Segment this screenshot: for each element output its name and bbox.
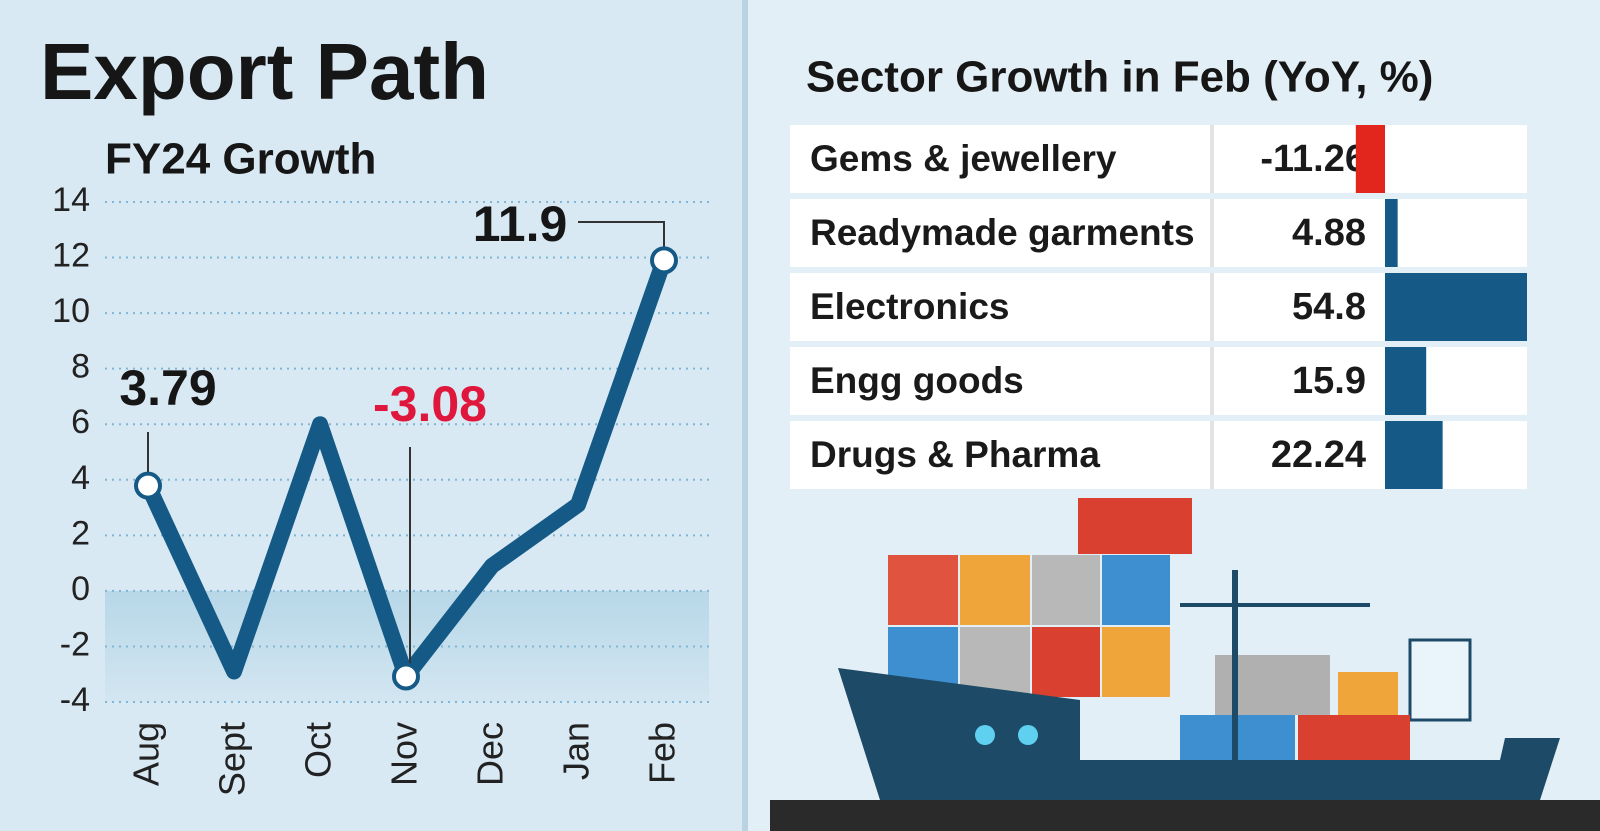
x-tick-label: Sept xyxy=(212,722,253,796)
y-tick-label: 10 xyxy=(52,292,90,330)
x-tick-label: Feb xyxy=(642,722,683,784)
row-value: 4.88 xyxy=(1292,212,1366,254)
y-tick-label: 4 xyxy=(71,459,90,497)
chart-title: Export Path xyxy=(40,27,489,116)
column-divider xyxy=(1210,199,1214,267)
column-divider xyxy=(1210,421,1214,489)
row-value: 15.9 xyxy=(1292,360,1366,402)
ship-illustration xyxy=(770,498,1600,831)
column-divider xyxy=(1210,347,1214,415)
y-tick-label: 14 xyxy=(52,181,90,219)
y-tick-label: 2 xyxy=(71,514,90,552)
point xyxy=(134,471,162,500)
x-tick-label: Nov xyxy=(384,722,425,786)
row-label: Readymade garments xyxy=(810,212,1195,253)
left-panel xyxy=(0,0,742,831)
y-tick-label: 8 xyxy=(71,348,90,386)
y-tick-label: -2 xyxy=(60,625,90,663)
row-label: Engg goods xyxy=(810,360,1024,401)
divider xyxy=(742,0,748,831)
x-tick-label: Jan xyxy=(556,722,597,780)
data-label: 3.79 xyxy=(119,360,216,416)
row-label: Electronics xyxy=(810,286,1009,327)
chart-subtitle: FY24 Growth xyxy=(105,135,376,184)
bar xyxy=(1385,347,1427,415)
row-value: 22.24 xyxy=(1271,434,1366,476)
column-divider xyxy=(1210,125,1214,193)
leader-line xyxy=(578,221,665,249)
table-title: Sector Growth in Feb (YoY, %) xyxy=(806,53,1433,102)
row-value: 54.8 xyxy=(1292,286,1366,328)
y-tick-label: 12 xyxy=(52,237,90,275)
bar xyxy=(1385,421,1443,489)
data-label: 11.9 xyxy=(473,196,568,252)
column-divider xyxy=(1210,273,1214,341)
bar xyxy=(1355,125,1385,193)
point xyxy=(650,246,678,275)
row-bg xyxy=(790,199,1527,267)
row-label: Drugs & Pharma xyxy=(810,434,1100,475)
row-value: -11.26 xyxy=(1260,138,1366,180)
bar xyxy=(1385,273,1527,341)
data-label: -3.08 xyxy=(373,376,487,432)
y-tick-label: -4 xyxy=(60,681,90,719)
y-tick-label: 6 xyxy=(71,403,90,441)
x-tick-label: Oct xyxy=(298,722,339,778)
row-bg xyxy=(790,125,1527,193)
bar xyxy=(1385,199,1398,267)
y-tick-label: 0 xyxy=(71,570,90,608)
x-tick-label: Aug xyxy=(126,722,167,786)
point xyxy=(392,662,420,691)
x-tick-label: Dec xyxy=(470,722,511,786)
row-label: Gems & jewellery xyxy=(810,138,1117,179)
